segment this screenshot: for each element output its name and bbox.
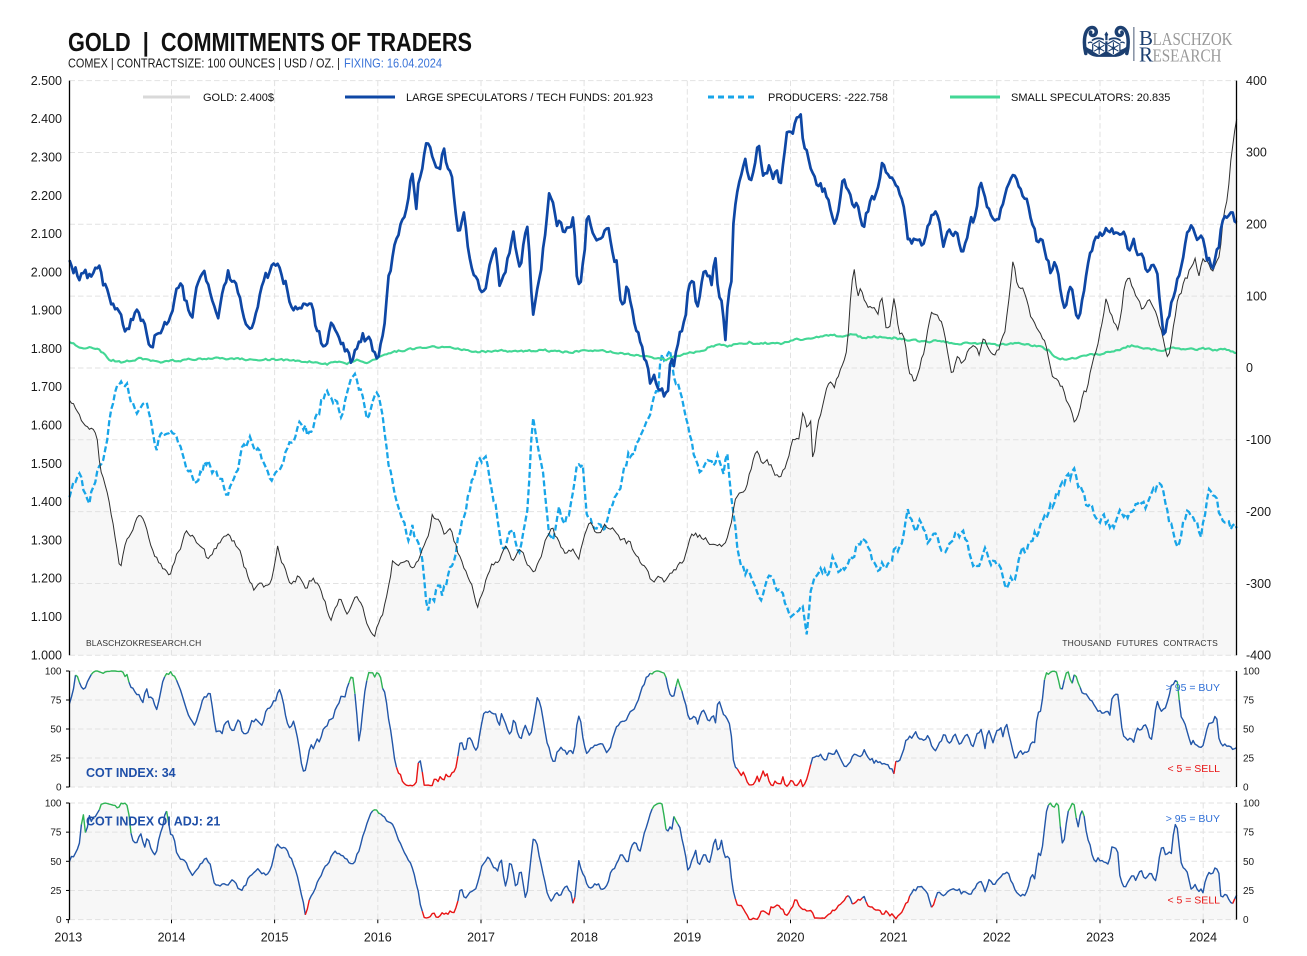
svg-text:1.300: 1.300: [31, 533, 62, 547]
svg-text:2020: 2020: [777, 931, 805, 945]
svg-text:2014: 2014: [158, 931, 186, 945]
svg-text:300: 300: [1246, 146, 1267, 160]
svg-text:THOUSAND FUTURES CONTRACTS: THOUSAND FUTURES CONTRACTS: [1062, 638, 1218, 648]
svg-text:2016: 2016: [364, 931, 392, 945]
svg-text:-200: -200: [1246, 505, 1271, 519]
svg-text:100: 100: [45, 799, 62, 810]
svg-text:50: 50: [50, 725, 62, 736]
svg-text:FIXING: 16.04.2024: FIXING: 16.04.2024: [344, 56, 442, 71]
svg-text:2.100: 2.100: [31, 227, 62, 241]
svg-text:< 5 = SELL: < 5 = SELL: [1167, 763, 1220, 775]
svg-text:1.800: 1.800: [31, 342, 62, 356]
svg-text:-100: -100: [1246, 433, 1271, 447]
svg-text:GOLD: 2.400$: GOLD: 2.400$: [203, 92, 274, 104]
svg-text:1.100: 1.100: [31, 610, 62, 624]
svg-text:LARGE SPECULATORS / TECH FUNDS: LARGE SPECULATORS / TECH FUNDS: 201.923: [406, 92, 653, 104]
svg-text:> 95 = BUY: > 95 = BUY: [1166, 813, 1220, 825]
svg-text:2015: 2015: [261, 931, 289, 945]
svg-text:2013: 2013: [54, 931, 82, 945]
svg-text:B: B: [1139, 26, 1153, 50]
svg-text:LASCHZOK: LASCHZOK: [1153, 29, 1233, 49]
svg-text:1.700: 1.700: [31, 380, 62, 394]
svg-text:75: 75: [1243, 828, 1255, 839]
svg-text:200: 200: [1246, 218, 1267, 232]
svg-text:25: 25: [1243, 886, 1255, 897]
svg-text:50: 50: [1243, 725, 1255, 736]
svg-text:0: 0: [56, 783, 62, 794]
svg-text:1.000: 1.000: [31, 648, 62, 662]
svg-text:2.400: 2.400: [31, 112, 62, 126]
svg-text:2.300: 2.300: [31, 151, 62, 165]
svg-text:400: 400: [1246, 74, 1267, 88]
svg-text:-300: -300: [1246, 577, 1271, 591]
svg-text:COMEX | CONTRACTSIZE: 100 OUNC: COMEX | CONTRACTSIZE: 100 OUNCES | USD /…: [68, 56, 340, 71]
svg-text:SMALL SPECULATORS: 20.835: SMALL SPECULATORS: 20.835: [1011, 92, 1170, 104]
svg-text:25: 25: [50, 754, 62, 765]
svg-text:BLASCHZOKRESEARCH.CH: BLASCHZOKRESEARCH.CH: [86, 638, 201, 648]
svg-text:100: 100: [1246, 289, 1267, 303]
svg-text:2017: 2017: [467, 931, 495, 945]
svg-text:50: 50: [1243, 857, 1255, 868]
svg-text:1.200: 1.200: [31, 572, 62, 586]
svg-text:75: 75: [50, 828, 62, 839]
svg-text:0: 0: [1246, 361, 1253, 375]
svg-text:2.000: 2.000: [31, 265, 62, 279]
svg-text:GOLD | COMMITMENTS OF TRADER: GOLD | COMMITMENTS OF TRADERS: [68, 27, 472, 57]
svg-text:< 5 = SELL: < 5 = SELL: [1167, 895, 1220, 907]
svg-text:COT INDEX OI ADJ: 21: COT INDEX OI ADJ: 21: [86, 815, 220, 829]
svg-text:> 95 = BUY: > 95 = BUY: [1166, 682, 1220, 694]
svg-text:2021: 2021: [880, 931, 908, 945]
svg-text:0: 0: [1243, 783, 1249, 794]
svg-text:R: R: [1139, 43, 1153, 67]
svg-text:50: 50: [50, 857, 62, 868]
svg-text:75: 75: [1243, 696, 1255, 707]
svg-text:PRODUCERS: -222.758: PRODUCERS: -222.758: [768, 92, 888, 104]
svg-text:1.900: 1.900: [31, 304, 62, 318]
svg-text:25: 25: [1243, 754, 1255, 765]
svg-text:1.500: 1.500: [31, 457, 62, 471]
svg-text:100: 100: [45, 667, 62, 678]
svg-text:COT INDEX: 34: COT INDEX: 34: [86, 766, 176, 780]
svg-text:2.200: 2.200: [31, 189, 62, 203]
svg-text:-400: -400: [1246, 649, 1271, 663]
svg-text:25: 25: [50, 886, 62, 897]
svg-text:100: 100: [1243, 799, 1260, 810]
svg-text:1.400: 1.400: [31, 495, 62, 509]
svg-text:2024: 2024: [1189, 931, 1217, 945]
svg-text:0: 0: [1243, 915, 1249, 926]
svg-text:0: 0: [56, 915, 62, 926]
svg-text:2019: 2019: [673, 931, 701, 945]
svg-text:2018: 2018: [570, 931, 598, 945]
svg-text:75: 75: [50, 696, 62, 707]
svg-text:100: 100: [1243, 667, 1260, 678]
svg-text:2022: 2022: [983, 931, 1011, 945]
svg-text:1.600: 1.600: [31, 419, 62, 433]
svg-text:2.500: 2.500: [31, 74, 62, 88]
svg-text:ESEARCH: ESEARCH: [1153, 46, 1222, 66]
svg-text:2023: 2023: [1086, 931, 1114, 945]
